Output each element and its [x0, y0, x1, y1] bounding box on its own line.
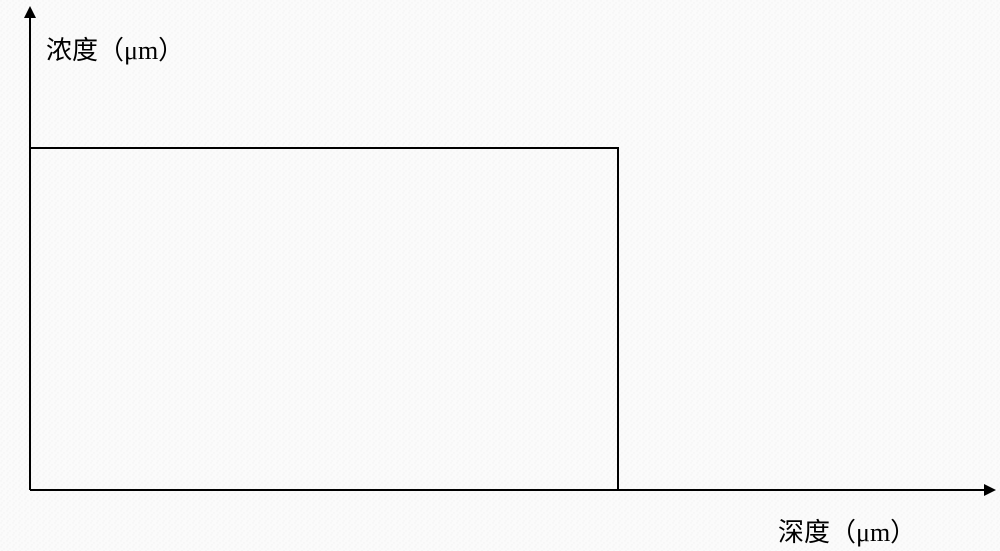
x-axis-label: 深度（μm） [778, 512, 916, 549]
y-axis-label: 浓度（μm） [46, 30, 184, 67]
concentration-profile [30, 148, 618, 490]
y-axis-arrowhead [24, 6, 36, 18]
x-axis-arrowhead [984, 484, 996, 496]
plot-svg [0, 0, 1000, 551]
